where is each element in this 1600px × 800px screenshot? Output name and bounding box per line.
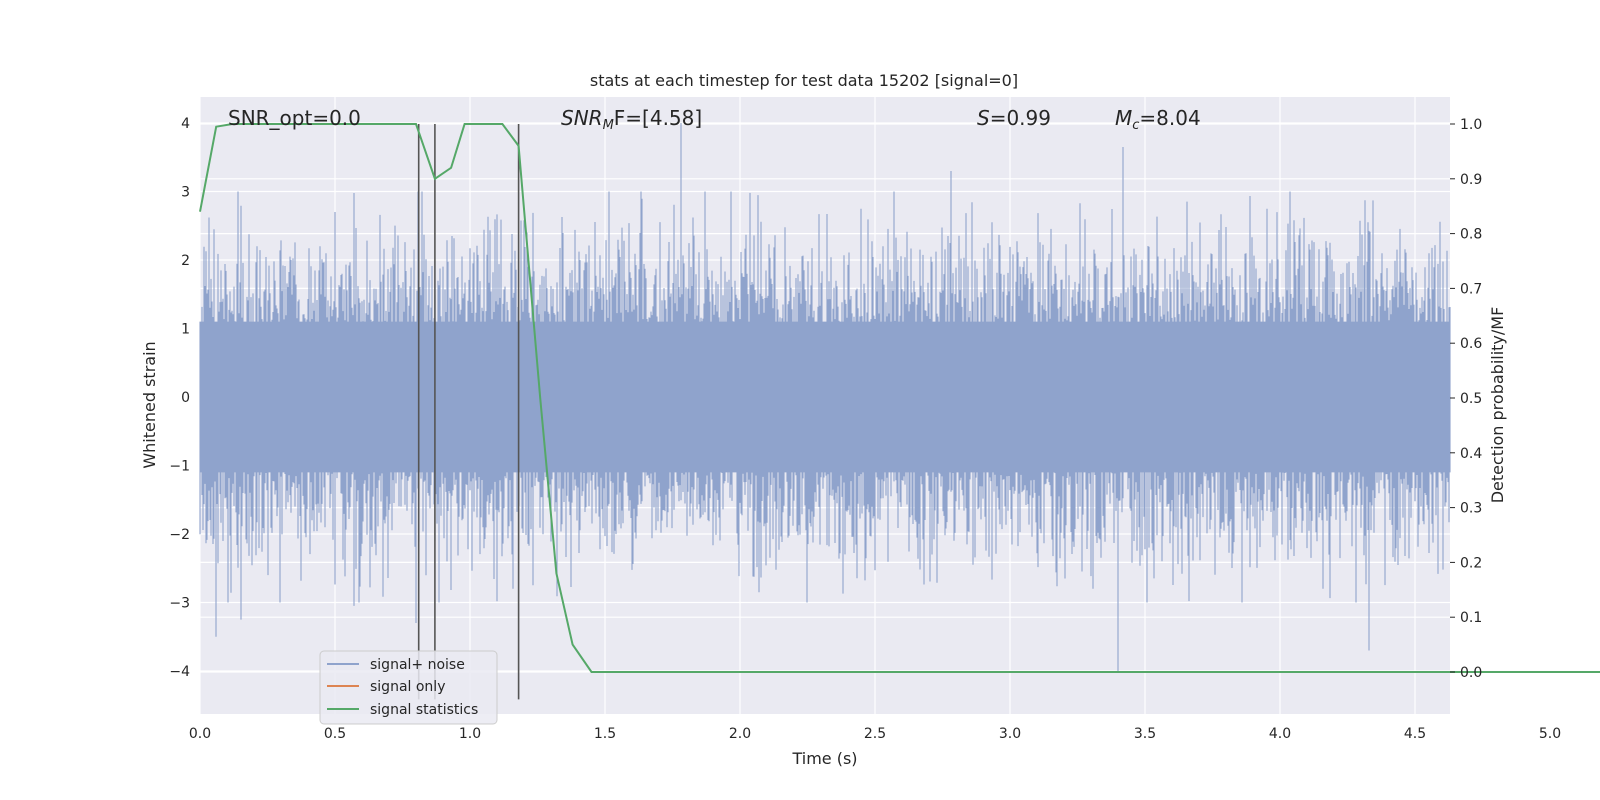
x-axis-label: Time (s) xyxy=(791,749,857,768)
x-tick-label: 4.5 xyxy=(1404,726,1426,742)
snr-mf-rest: F=[4.58] xyxy=(614,106,702,130)
snr-mf-annotation: SNRMF=[4.58] xyxy=(561,106,702,133)
y-left-tick-label: −2 xyxy=(169,527,190,543)
legend: signal+ noise signal only signal statist… xyxy=(319,650,498,725)
signal-noise-series xyxy=(199,123,1451,671)
mc-sub: c xyxy=(1132,118,1139,133)
y-right-tick-label: 0.2 xyxy=(1460,555,1482,571)
y-right-tick-label: 0.0 xyxy=(1460,665,1482,681)
y-left-tick-label: 0 xyxy=(181,390,190,406)
y-right-tick-label: 0.1 xyxy=(1460,610,1482,626)
y-left-tick-label: −3 xyxy=(169,596,190,612)
snr-opt-annotation: SNR_opt=0.0 xyxy=(228,106,361,130)
x-tick-label: 2.5 xyxy=(864,726,886,742)
signal-noise-trace xyxy=(199,123,1451,671)
mc-italic: M xyxy=(1115,106,1132,130)
y-left-tick-label: 2 xyxy=(181,253,190,269)
x-tick-label: 4.0 xyxy=(1269,726,1291,742)
y-right-tick-label: 0.4 xyxy=(1460,446,1482,462)
y-left-tick-label: 3 xyxy=(181,185,190,201)
y-left-tick-label: 1 xyxy=(181,322,190,338)
y-right-tick-label: 0.5 xyxy=(1460,391,1482,407)
legend-label-signal-only: signal only xyxy=(370,679,445,695)
x-axis-ticks: 0.00.51.01.52.02.53.03.54.04.55.05.56.06… xyxy=(189,726,1561,742)
y-right-tick-label: 1.0 xyxy=(1460,117,1482,133)
y-axis-right-label: Detection probability/MF xyxy=(1488,307,1507,504)
y-axis-left-ticks: −4 −3 −2 −1 0 1 2 3 4 xyxy=(169,116,190,680)
y-right-tick-label: 0.6 xyxy=(1460,336,1482,352)
legend-box xyxy=(319,650,498,725)
snr-mf-main: SNR xyxy=(561,106,603,130)
x-tick-label: 5.0 xyxy=(1539,726,1561,742)
legend-label-signal-statistics: signal statistics xyxy=(370,702,478,718)
vertical-lines xyxy=(417,124,520,700)
s-italic: S xyxy=(977,106,990,130)
y-axis-right-ticks: 0.0 0.1 0.2 0.3 0.4 0.5 0.6 0.7 0.8 0.9 1.0 xyxy=(1450,117,1482,681)
legend-label-signal-noise: signal+ noise xyxy=(370,657,465,673)
x-tick-label: 3.0 xyxy=(999,726,1021,742)
x-tick-label: 0.5 xyxy=(324,726,346,742)
mc-rest: =8.04 xyxy=(1139,106,1200,130)
signal-statistics-line xyxy=(199,123,1600,673)
snr-mf-sub: M xyxy=(603,118,614,133)
x-tick-label: 2.0 xyxy=(729,726,751,742)
y-right-tick-label: 0.7 xyxy=(1460,281,1482,297)
y-axis-left-label: Whitened strain xyxy=(140,341,159,468)
y-left-tick-label: 4 xyxy=(181,116,190,132)
y-right-tick-label: 0.3 xyxy=(1460,501,1482,517)
x-tick-label: 3.5 xyxy=(1134,726,1156,742)
chart-title: stats at each timestep for test data 152… xyxy=(590,71,1018,90)
y-right-tick-label: 0.8 xyxy=(1460,227,1482,243)
s-annotation: S=0.99 xyxy=(977,106,1051,130)
y-left-tick-label: −4 xyxy=(169,664,190,680)
x-tick-label: 1.0 xyxy=(459,726,481,742)
s-rest: =0.99 xyxy=(990,106,1051,130)
y-left-tick-label: −1 xyxy=(169,459,190,475)
y-right-tick-label: 0.9 xyxy=(1460,172,1482,188)
x-tick-label: 0.0 xyxy=(189,726,211,742)
x-tick-label: 1.5 xyxy=(594,726,616,742)
mc-annotation: Mc=8.04 xyxy=(1115,106,1201,133)
